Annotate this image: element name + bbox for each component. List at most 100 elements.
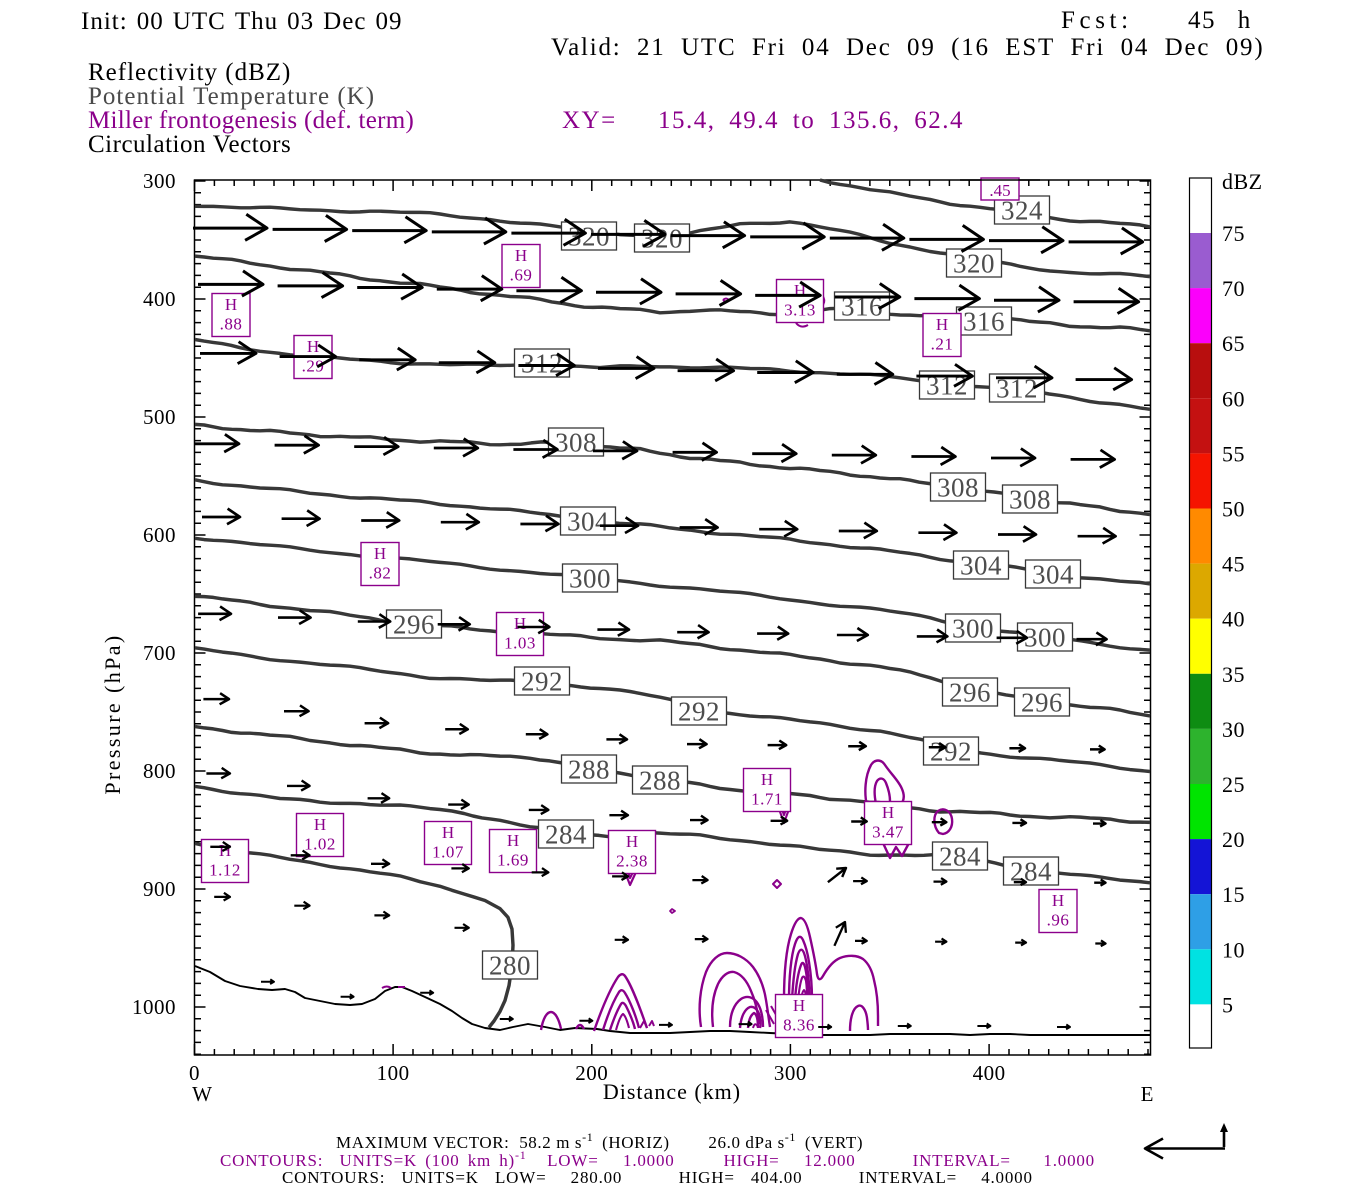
svg-text:Distance (km): Distance (km) [603,1079,741,1104]
svg-text:Fcst:: Fcst: [1061,7,1133,34]
svg-text:45 h: 45 h [1188,7,1252,34]
svg-text:Potential Temperature (K): Potential Temperature (K) [88,83,375,110]
svg-text:1.12: 1.12 [209,861,241,880]
svg-text:H: H [307,337,319,356]
svg-text:.69: .69 [510,266,533,285]
svg-text:30: 30 [1222,717,1245,742]
svg-text:304: 304 [567,507,609,537]
svg-text:H: H [314,815,326,834]
svg-text:400: 400 [143,287,176,311]
svg-text:.96: .96 [1047,911,1070,930]
svg-text:304: 304 [1032,560,1074,590]
svg-text:20: 20 [1222,827,1245,852]
svg-text:800: 800 [143,759,176,783]
svg-text:296: 296 [949,678,991,708]
svg-text:CONTOURS: UNITS=K LOW= 280: CONTOURS: UNITS=K LOW= 280.00 HIGH= 404.… [282,1168,1033,1187]
svg-text:292: 292 [930,737,972,767]
svg-text:1.03: 1.03 [504,634,536,653]
svg-text:288: 288 [639,766,681,796]
svg-text:300: 300 [774,1061,807,1085]
svg-text:900: 900 [143,877,176,901]
svg-text:H: H [882,803,894,822]
svg-text:296: 296 [1021,688,1063,718]
svg-text:300: 300 [952,614,994,644]
svg-text:288: 288 [568,755,610,785]
svg-text:50: 50 [1222,497,1245,522]
svg-text:H: H [515,246,527,265]
svg-text:5: 5 [1222,992,1234,1017]
svg-text:.88: .88 [220,315,243,334]
svg-text:.21: .21 [931,335,954,354]
svg-text:10: 10 [1222,937,1245,962]
svg-text:Circulation Vectors: Circulation Vectors [88,131,291,158]
svg-text:75: 75 [1222,221,1245,246]
svg-text:40: 40 [1222,607,1245,632]
svg-text:E: E [1141,1082,1154,1106]
svg-text:H: H [793,996,805,1015]
svg-text:25: 25 [1222,772,1245,797]
svg-text:CONTOURS: UNITS=K (100 km h)-: CONTOURS: UNITS=K (100 km h)-1 LOW= 1.00… [220,1148,1095,1170]
svg-text:Valid: 21 UTC Fri 04 Dec 09 (1: Valid: 21 UTC Fri 04 Dec 09 (16 EST Fri … [551,34,1264,61]
svg-text:1000: 1000 [132,995,176,1019]
svg-text:MAXIMUM VECTOR: 58.2 m s-1 (: MAXIMUM VECTOR: 58.2 m s-1 (HORIZ) 26.0 … [336,1130,863,1152]
svg-text:280: 280 [489,951,531,981]
svg-text:65: 65 [1222,331,1245,356]
svg-text:308: 308 [1009,485,1051,515]
svg-text:600: 600 [143,523,176,547]
svg-text:.82: .82 [369,564,392,583]
svg-text:292: 292 [678,697,720,727]
svg-text:XY= 15.4, 49.4 to 135.6, 62.: XY= 15.4, 49.4 to 135.6, 62.4 [562,107,964,134]
svg-text:316: 316 [963,307,1005,337]
svg-text:15: 15 [1222,882,1245,907]
svg-text:H: H [507,831,519,850]
svg-text:W: W [192,1082,212,1106]
svg-text:400: 400 [973,1061,1006,1085]
svg-text:284: 284 [545,820,587,850]
svg-text:296: 296 [393,610,435,640]
svg-text:Pressure (hPa): Pressure (hPa) [100,633,125,794]
svg-text:1.69: 1.69 [497,851,529,870]
svg-text:2.38: 2.38 [616,852,648,871]
svg-text:304: 304 [960,551,1002,581]
svg-text:35: 35 [1222,662,1245,687]
svg-text:dBZ: dBZ [1222,169,1263,194]
svg-text:700: 700 [143,641,176,665]
svg-text:3.13: 3.13 [784,301,816,320]
svg-text:Miller frontogenesis (def. ter: Miller frontogenesis (def. term) [88,107,414,134]
svg-text:45: 45 [1222,552,1245,577]
svg-text:500: 500 [143,405,176,429]
svg-text:312: 312 [521,349,563,379]
svg-text:.45: .45 [989,181,1010,200]
svg-text:100: 100 [377,1061,410,1085]
svg-text:H: H [225,295,237,314]
svg-text:300: 300 [1024,623,1066,653]
svg-text:H: H [626,832,638,851]
svg-text:308: 308 [937,473,979,503]
svg-text:H: H [1052,891,1064,910]
svg-text:1.71: 1.71 [751,790,783,809]
svg-text:60: 60 [1222,386,1245,411]
svg-text:Reflectivity (dBZ): Reflectivity (dBZ) [88,59,291,86]
svg-text:H: H [374,544,386,563]
svg-text:300: 300 [569,564,611,594]
svg-text:H: H [936,315,948,334]
svg-text:200: 200 [575,1061,608,1085]
svg-text:8.36: 8.36 [783,1016,815,1035]
svg-text:3.47: 3.47 [872,823,904,842]
svg-text:70: 70 [1222,276,1245,301]
svg-text:H: H [761,770,773,789]
svg-text:Init: 00 UTC Thu 03 Dec 09: Init: 00 UTC Thu 03 Dec 09 [81,8,402,35]
svg-text:284: 284 [939,842,981,872]
svg-text:292: 292 [521,667,563,697]
svg-text:0: 0 [189,1061,200,1085]
svg-text:1.02: 1.02 [304,835,336,854]
svg-text:320: 320 [641,224,683,254]
svg-text:320: 320 [953,249,995,279]
svg-text:55: 55 [1222,441,1245,466]
svg-text:H: H [442,823,454,842]
svg-text:300: 300 [143,169,176,193]
svg-text:308: 308 [555,428,597,458]
svg-text:1.07: 1.07 [432,843,464,862]
svg-text:H: H [514,614,526,633]
svg-text:.29: .29 [302,357,325,376]
